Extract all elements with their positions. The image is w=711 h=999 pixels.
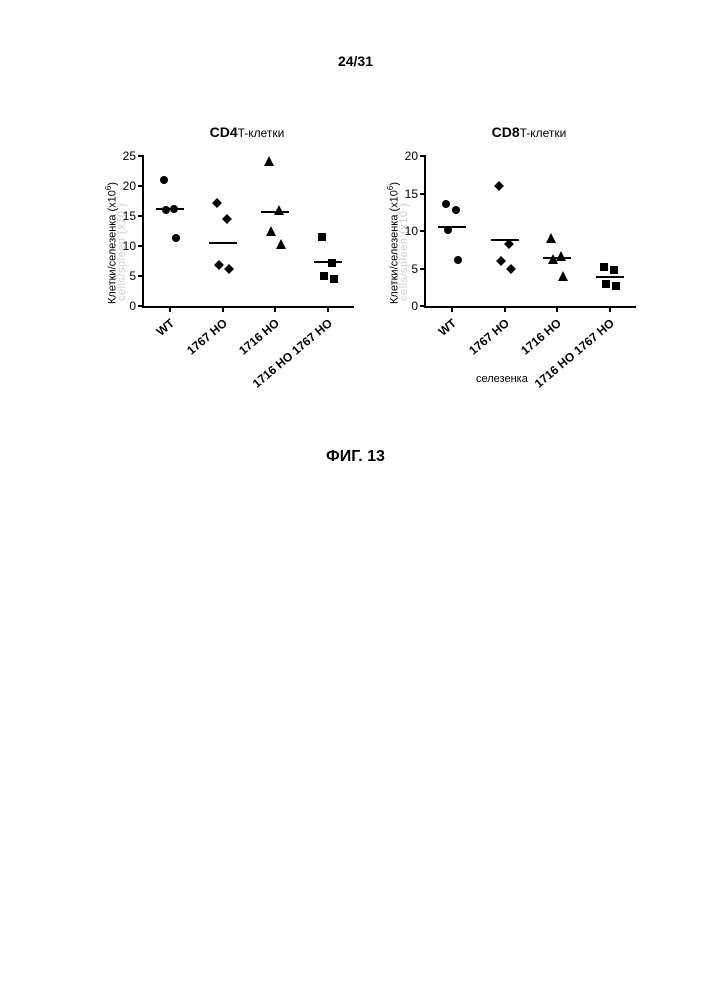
data-point	[496, 256, 506, 266]
y-tick	[138, 155, 144, 157]
y-tick-label: 5	[129, 269, 136, 283]
x-tick	[451, 306, 453, 312]
bottom-caption: селезенка	[476, 373, 528, 385]
x-tick	[222, 306, 224, 312]
y-tick-label: 5	[411, 262, 418, 276]
y-tick	[138, 185, 144, 187]
data-point	[330, 275, 338, 283]
plot-area: 0510152025	[142, 156, 354, 308]
data-point	[494, 181, 504, 191]
data-point	[612, 282, 620, 290]
y-tick	[138, 215, 144, 217]
y-tick-label: 0	[129, 299, 136, 313]
mean-line	[209, 242, 237, 244]
x-tick	[274, 306, 276, 312]
data-point	[222, 214, 232, 224]
y-axis-label: Клетки/селезенка (x106)	[386, 182, 401, 304]
y-tick-label: 10	[405, 224, 418, 238]
data-point	[610, 266, 618, 274]
data-point	[160, 176, 168, 184]
y-axis-label: Клетки/селезенка (x106)	[104, 182, 119, 304]
y-tick-label: 20	[405, 149, 418, 163]
chart-title: CD8T-клетки	[456, 124, 603, 140]
data-point	[506, 264, 516, 274]
data-point	[328, 259, 336, 267]
y-tick-label: 20	[123, 179, 136, 193]
chart-cd8: CD8T-клеткиcells/spleen (x10 )Клетки/сел…	[380, 124, 644, 376]
charts-row: CD4T-клеткиcells/spleen (x10 )Клетки/сел…	[98, 124, 644, 376]
data-point	[264, 156, 274, 166]
chart-title: CD4T-клетки	[174, 124, 321, 140]
x-tick	[609, 306, 611, 312]
figure-label: ФИГ. 13	[0, 448, 711, 466]
data-point	[444, 226, 452, 234]
data-point	[162, 206, 170, 214]
data-point	[266, 226, 276, 236]
data-point	[170, 205, 178, 213]
y-tick	[420, 305, 426, 307]
y-tick	[420, 268, 426, 270]
y-tick	[420, 193, 426, 195]
chart-cd4: CD4T-клеткиcells/spleen (x10 )Клетки/сел…	[98, 124, 362, 376]
data-point	[602, 280, 610, 288]
x-tick	[556, 306, 558, 312]
y-tick	[138, 305, 144, 307]
data-point	[320, 272, 328, 280]
y-tick-label: 15	[405, 187, 418, 201]
y-tick	[138, 245, 144, 247]
x-tick	[169, 306, 171, 312]
data-point	[600, 263, 608, 271]
y-tick	[420, 155, 426, 157]
data-point	[442, 200, 450, 208]
data-point	[318, 233, 326, 241]
y-tick-label: 15	[123, 209, 136, 223]
data-point	[224, 264, 234, 274]
y-tick	[138, 275, 144, 277]
y-tick-label: 10	[123, 239, 136, 253]
mean-line	[491, 239, 519, 241]
y-tick	[420, 230, 426, 232]
data-point	[454, 256, 462, 264]
data-point	[214, 260, 224, 270]
data-point	[546, 233, 556, 243]
data-point	[172, 234, 180, 242]
y-tick-label: 25	[123, 149, 136, 163]
plot-area: 05101520	[424, 156, 636, 308]
data-point	[212, 198, 222, 208]
data-point	[558, 271, 568, 281]
x-tick	[504, 306, 506, 312]
x-tick	[327, 306, 329, 312]
data-point	[276, 239, 286, 249]
data-point	[452, 206, 460, 214]
mean-line	[438, 226, 466, 228]
data-point	[274, 205, 284, 215]
data-point	[548, 254, 558, 264]
page-number: 24/31	[0, 53, 711, 69]
mean-line	[596, 276, 624, 278]
y-tick-label: 0	[411, 299, 418, 313]
